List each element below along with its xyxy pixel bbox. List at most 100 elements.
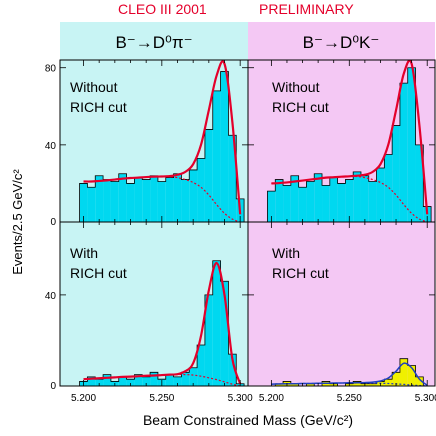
histogram-bin bbox=[87, 187, 96, 222]
panel-bottom-right: With RICH cut 5.200 5.250 5.300 bbox=[247, 221, 436, 404]
histogram-bin bbox=[204, 294, 213, 386]
x-tick-label: 5.300 bbox=[415, 393, 436, 404]
histogram-bin bbox=[204, 129, 213, 222]
panel-bottom-left: 40 0 With RICH cut 5.200 5.250 5.300 bbox=[45, 221, 253, 404]
histogram-bin bbox=[150, 372, 158, 386]
x-tick-label: 5.250 bbox=[337, 393, 362, 404]
histogram-bin bbox=[306, 181, 315, 222]
x-tick-label: 5.250 bbox=[149, 393, 174, 404]
y-axis-label: Events/2.5 GeV/c² bbox=[10, 169, 25, 275]
panel-annotation: With bbox=[70, 245, 98, 261]
panel-annotation: Without bbox=[272, 79, 320, 95]
histogram-bin bbox=[337, 183, 346, 222]
histogram-bin bbox=[220, 71, 229, 222]
x-tick-label: 5.200 bbox=[259, 393, 284, 404]
panel-annotation: RICH cut bbox=[272, 99, 329, 115]
histogram-bin bbox=[360, 175, 369, 222]
status-label: PRELIMINARY bbox=[259, 1, 354, 17]
histogram-bin bbox=[87, 376, 96, 386]
histogram-bin bbox=[181, 179, 190, 222]
y-tick-label: 0 bbox=[50, 381, 56, 392]
y-tick-label: 0 bbox=[50, 217, 56, 228]
histogram-bin bbox=[197, 345, 205, 386]
total-fit-curve bbox=[271, 59, 429, 215]
histogram-bin bbox=[298, 187, 307, 222]
histogram-bin bbox=[384, 154, 393, 222]
histogram-bin bbox=[165, 374, 174, 386]
histogram-bin bbox=[142, 376, 151, 386]
x-tick-label: 5.200 bbox=[71, 393, 96, 404]
histogram-bin bbox=[306, 383, 315, 386]
total-fit-curve bbox=[83, 60, 242, 215]
x-axis-label: Beam Constrained Mass (GeV/c²) bbox=[143, 412, 353, 428]
histogram-bin bbox=[345, 179, 354, 222]
histogram-bin bbox=[118, 173, 127, 222]
histogram-bin bbox=[290, 175, 299, 222]
histogram-bin bbox=[407, 365, 416, 386]
histogram-bin bbox=[173, 376, 182, 386]
histogram-bin bbox=[95, 379, 104, 386]
y-tick-label: 80 bbox=[45, 64, 57, 75]
histogram-bin bbox=[267, 191, 276, 222]
histogram-bin bbox=[353, 381, 361, 386]
histogram-bin bbox=[275, 179, 284, 222]
histogram-bin bbox=[228, 135, 237, 222]
histogram-bin bbox=[189, 169, 198, 222]
panel-top-right: Without RICH cut bbox=[247, 59, 436, 223]
panel-annotation: Without bbox=[70, 79, 118, 95]
histogram-bin bbox=[103, 179, 111, 222]
x-tick-label: 5.300 bbox=[228, 393, 253, 404]
histogram-bin bbox=[173, 173, 182, 222]
histogram-bin bbox=[189, 367, 198, 386]
panel-top-left: 40 80 0 Without RICH cut bbox=[45, 59, 249, 228]
histogram-bin bbox=[181, 372, 190, 386]
histogram-outline bbox=[267, 67, 432, 222]
panel-annotation: RICH cut bbox=[70, 99, 127, 115]
left-header-background bbox=[60, 22, 248, 60]
histogram-outline bbox=[79, 260, 245, 386]
y-tick-label: 40 bbox=[45, 141, 57, 152]
histogram-bin bbox=[134, 374, 143, 386]
histogram-bin bbox=[165, 177, 174, 222]
histogram-bin bbox=[415, 144, 424, 222]
total-fit-curve bbox=[83, 261, 242, 385]
histogram-bin bbox=[126, 379, 135, 386]
y-tick-label: 40 bbox=[45, 291, 57, 302]
panel-annotation: RICH cut bbox=[272, 265, 329, 281]
histogram-bin bbox=[290, 383, 299, 386]
histogram-bin bbox=[95, 175, 104, 222]
histogram-bin bbox=[329, 177, 338, 222]
histogram-bin bbox=[134, 177, 143, 222]
histogram-bin bbox=[228, 354, 237, 386]
histogram-bin bbox=[110, 181, 119, 222]
histogram-panels: 40 80 0 Without RICH cut Without RICH cut 40 0 Wi… bbox=[45, 59, 436, 404]
histogram-bin bbox=[392, 125, 400, 222]
histogram-bin bbox=[126, 183, 135, 222]
right-header-background bbox=[248, 22, 435, 60]
histogram-bin bbox=[392, 372, 400, 386]
panel-frame bbox=[247, 221, 436, 387]
histogram-bin bbox=[79, 183, 88, 222]
histogram-bin bbox=[283, 185, 291, 222]
histogram-bin bbox=[142, 179, 151, 222]
experiment-label: CLEO III 2001 bbox=[118, 1, 207, 17]
histogram-bin bbox=[407, 67, 416, 222]
histogram-bin bbox=[197, 158, 205, 222]
histogram-bin bbox=[157, 181, 166, 222]
histogram-bin bbox=[322, 185, 330, 222]
panel-annotation: RICH cut bbox=[70, 265, 127, 281]
histogram-bin bbox=[103, 374, 111, 386]
histogram-bin bbox=[353, 171, 361, 222]
histogram-bin bbox=[415, 376, 424, 386]
histogram-bin bbox=[212, 260, 221, 386]
histogram-bin bbox=[368, 181, 377, 222]
histogram-bin bbox=[368, 383, 377, 386]
histogram-bin bbox=[399, 358, 408, 386]
histogram-bin bbox=[220, 281, 229, 386]
histogram-bin bbox=[399, 83, 408, 223]
histogram-bin bbox=[384, 379, 393, 386]
histogram-bin bbox=[118, 376, 127, 386]
histogram-bin bbox=[275, 383, 284, 386]
histogram-bin bbox=[314, 173, 323, 222]
